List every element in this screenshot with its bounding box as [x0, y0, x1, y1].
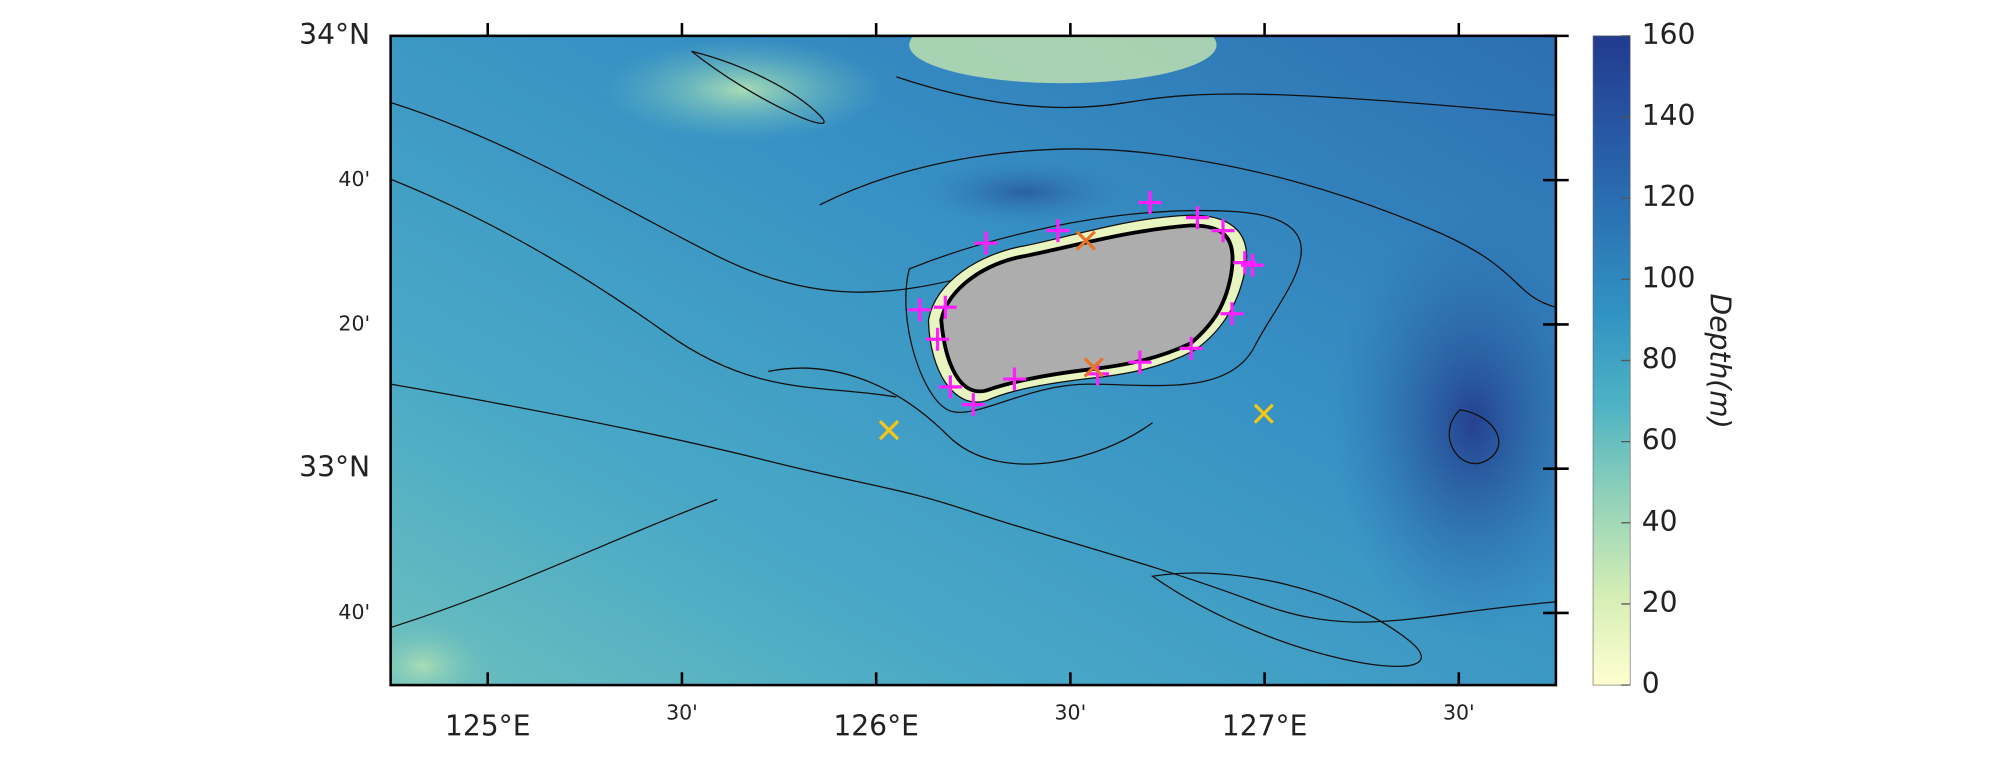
colorbar-tick-label: 160	[1642, 18, 1696, 51]
station-marker	[961, 393, 985, 417]
x-tick-label: 30'	[666, 700, 698, 724]
station-marker	[1128, 350, 1152, 374]
colorbar-tick-label: 120	[1642, 180, 1696, 213]
x-tick-label: 30'	[1443, 700, 1475, 724]
station-marker	[1083, 357, 1104, 378]
colorbar-tick-label: 140	[1642, 99, 1696, 132]
colorbar-tick-label: 80	[1642, 342, 1678, 375]
station-marker	[1185, 206, 1209, 230]
station-marker	[908, 298, 932, 322]
x-tick-label: 126°E	[833, 709, 919, 742]
colorbar-label: Depth(m)	[1704, 294, 1737, 429]
station-marker	[878, 420, 900, 441]
station-marker	[1002, 367, 1026, 391]
colorbar-tick-label: 100	[1642, 261, 1696, 294]
colorbar-tick-label: 20	[1642, 586, 1678, 619]
station-marker	[933, 295, 957, 319]
station-marker	[1046, 219, 1070, 243]
colorbar-tick-label: 60	[1642, 424, 1678, 457]
y-tick-label: 40'	[338, 167, 370, 191]
x-tick-label: 30'	[1055, 700, 1087, 724]
map-frame	[389, 34, 1558, 687]
x-tick-label: 127°E	[1222, 709, 1308, 742]
station-marker	[1211, 219, 1235, 243]
colorbar-tick-label: 0	[1642, 667, 1660, 700]
station-marker	[1075, 230, 1097, 251]
station-marker	[926, 327, 950, 351]
bathymetry	[390, 35, 1556, 686]
station-marker	[1179, 336, 1203, 360]
x-tick-label: 125°E	[445, 709, 531, 742]
stations	[878, 190, 1274, 441]
station-marker	[1220, 302, 1244, 326]
y-tick-label: 40'	[338, 600, 370, 624]
station-marker	[1241, 253, 1265, 277]
y-tick-label: 20'	[338, 311, 370, 335]
y-tick-label: 33°N	[299, 451, 370, 484]
station-marker	[1138, 190, 1162, 215]
station-marker	[1253, 403, 1274, 424]
station-marker	[974, 231, 998, 255]
colorbar-tick-label: 40	[1642, 505, 1678, 538]
station-marker	[1086, 362, 1110, 386]
y-tick-label: 34°N	[299, 18, 370, 51]
station-marker	[938, 375, 962, 399]
